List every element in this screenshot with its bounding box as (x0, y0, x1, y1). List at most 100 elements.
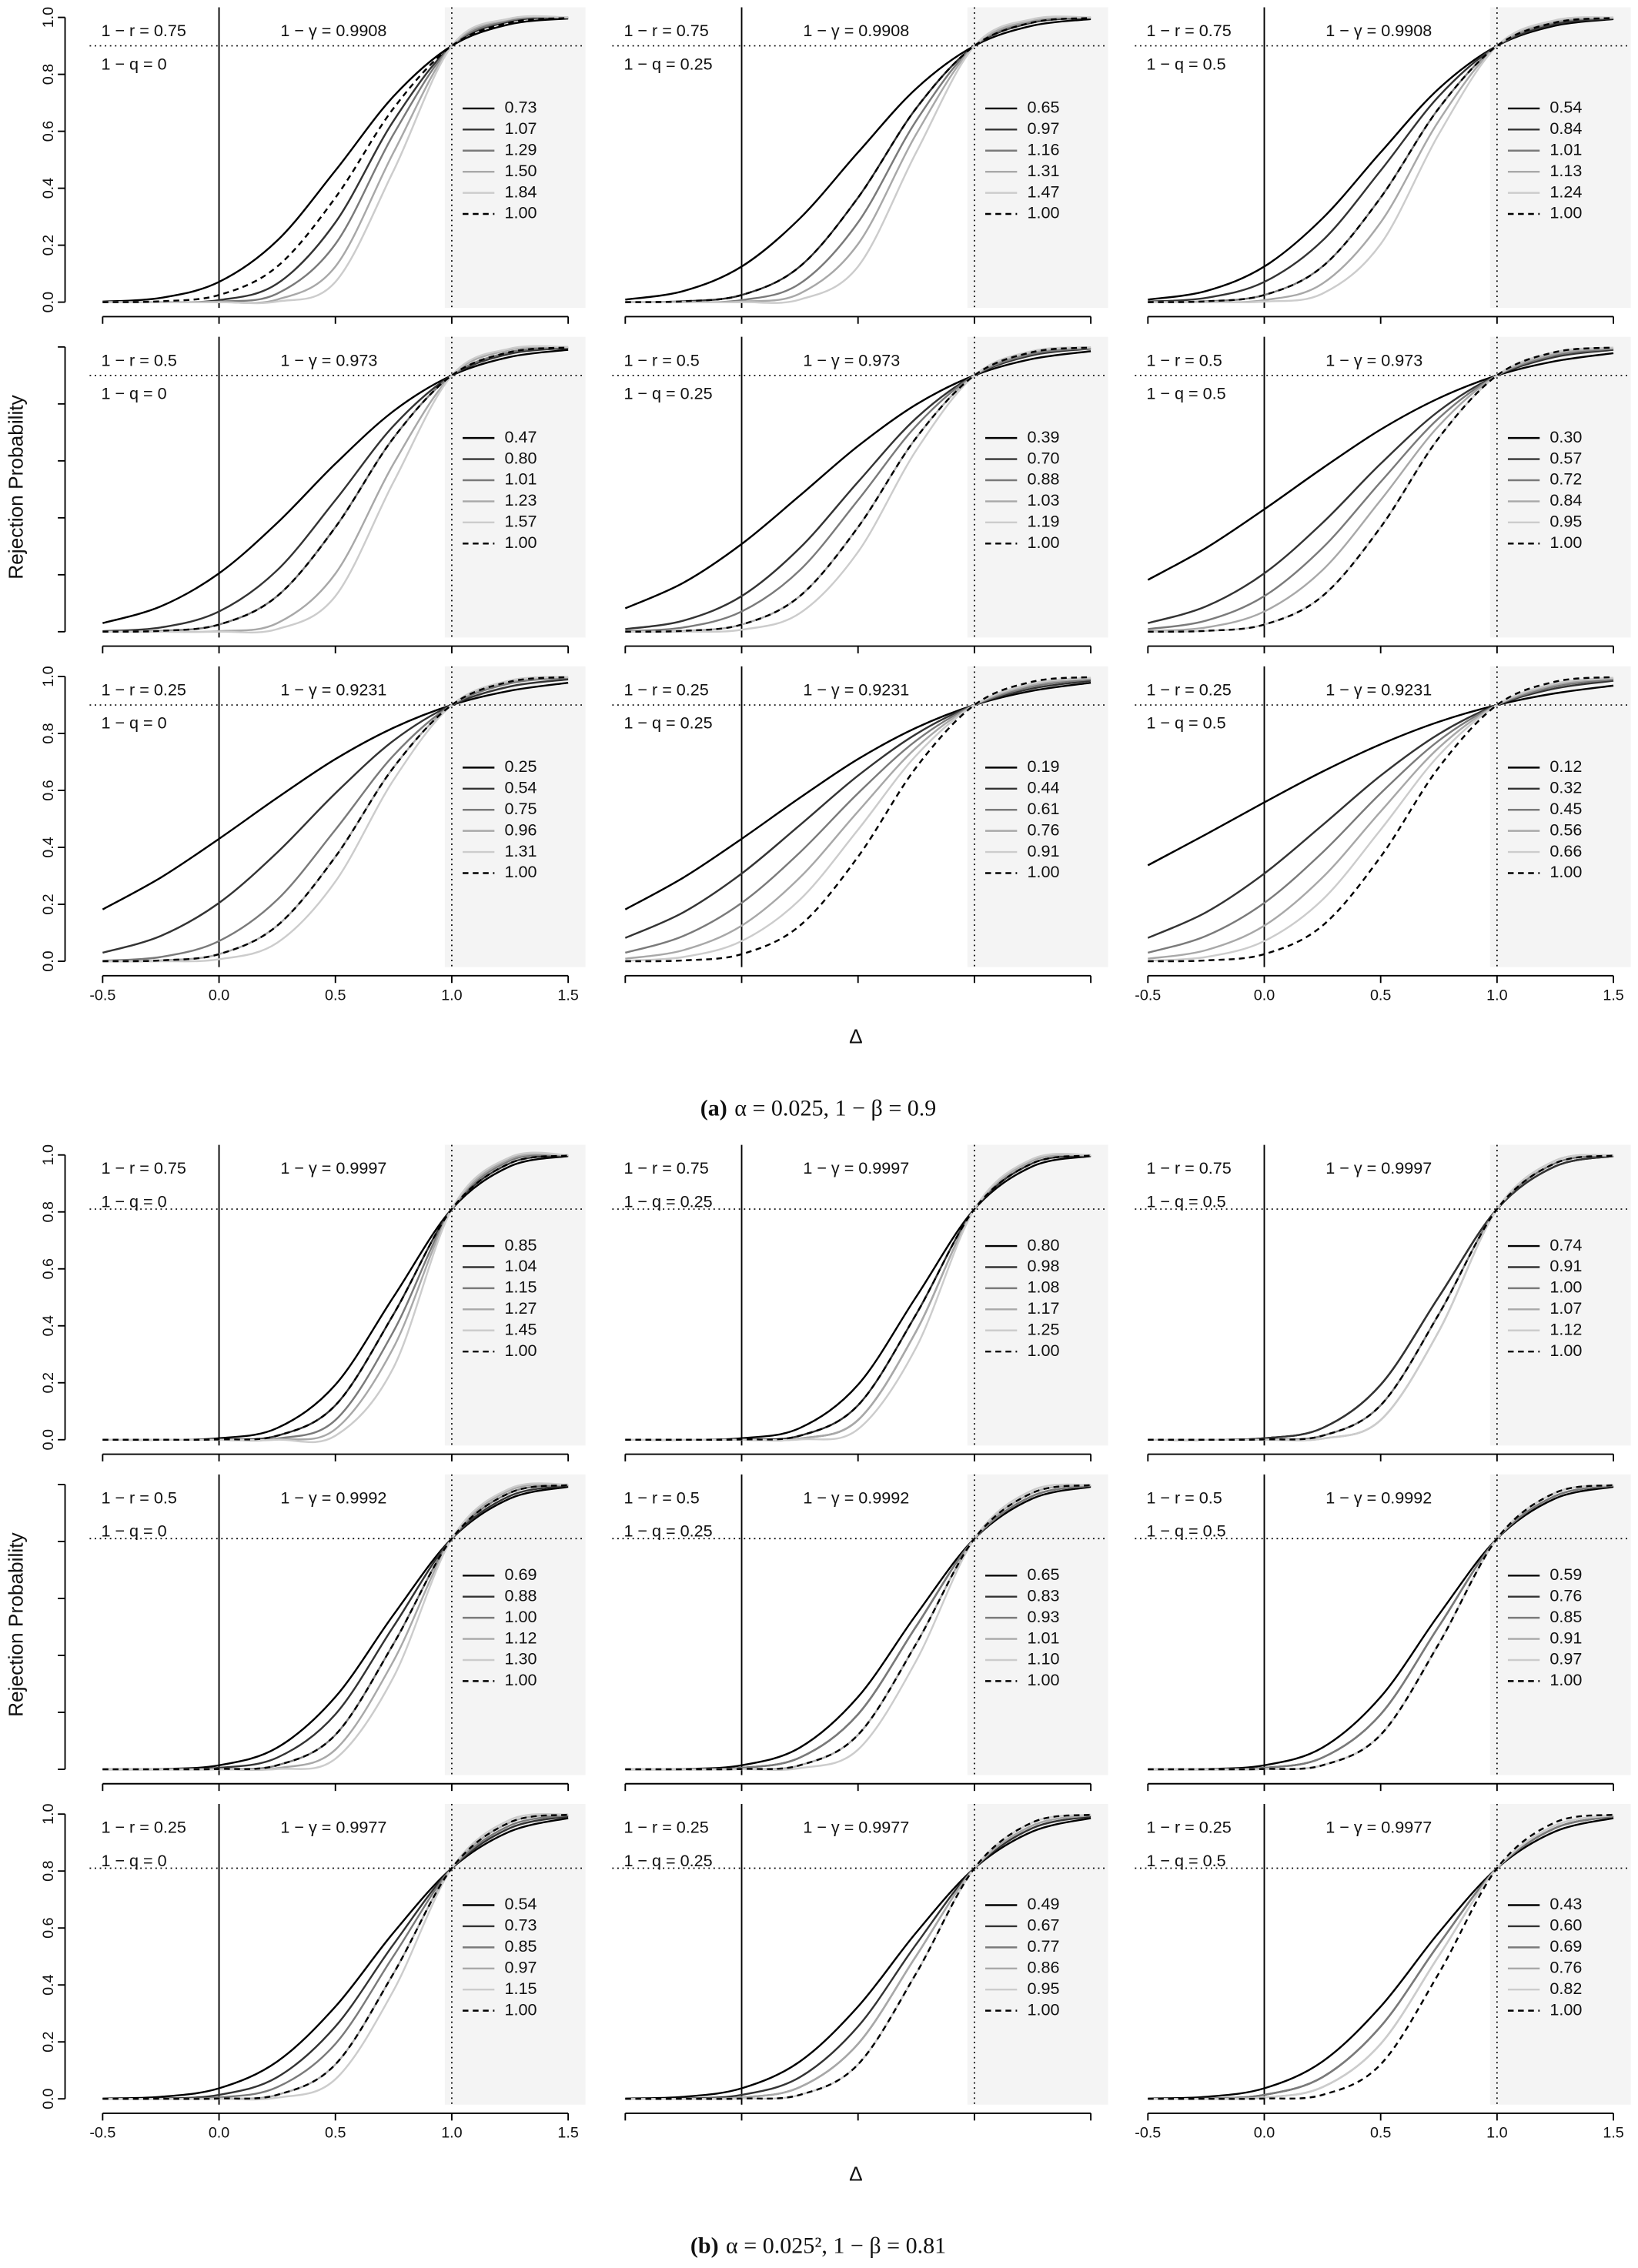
legend-label: 1.12 (504, 1628, 537, 1647)
legend-label: 1.00 (1549, 1999, 1582, 2019)
q-annotation: 1 − q = 0.5 (1146, 1191, 1225, 1211)
gamma-annotation: 1 − γ = 0.9977 (803, 1818, 909, 1837)
q-annotation: 1 − q = 0.5 (1146, 384, 1225, 403)
gamma-annotation: 1 − γ = 0.9908 (1325, 21, 1432, 40)
curve (1147, 352, 1614, 581)
legend-label: 0.54 (1549, 98, 1582, 117)
legend-label: 1.12 (1549, 1319, 1582, 1338)
curve (102, 17, 569, 303)
q-annotation: 1 − q = 0.25 (623, 713, 712, 733)
caption-label: (b) (690, 2233, 719, 2259)
r-annotation: 1 − r = 0.5 (101, 350, 176, 369)
legend-label: 0.67 (1027, 1916, 1059, 1935)
r-annotation: 1 − r = 0.75 (1146, 21, 1231, 40)
curve (102, 1817, 569, 2100)
shaded-region (1489, 336, 1631, 638)
legend-label: 1.00 (1549, 533, 1582, 552)
q-annotation: 1 − q = 0.5 (1146, 1851, 1225, 1870)
legend-label: 1.00 (1549, 1341, 1582, 1360)
curve (1147, 349, 1614, 624)
r-annotation: 1 − r = 0.5 (101, 1488, 176, 1507)
x-tick-label: 0.5 (325, 2124, 346, 2141)
legend-label: 0.76 (1549, 1957, 1582, 1976)
x-tick-label: 1.0 (441, 2124, 462, 2141)
legend-label: 0.30 (1549, 427, 1582, 446)
curve (102, 676, 569, 963)
legend-label: 0.73 (504, 1916, 537, 1935)
curve (625, 347, 1091, 630)
x-tick-label: -0.5 (1135, 987, 1161, 1004)
r-annotation: 1 − r = 0.25 (101, 1818, 186, 1837)
q-annotation: 1 − q = 0 (101, 713, 166, 733)
y-tick-label: 0.4 (40, 1974, 57, 1995)
legend-label: 1.00 (1549, 1278, 1582, 1297)
legend-label: 0.54 (504, 1894, 537, 1913)
curve (625, 347, 1091, 633)
curve (102, 347, 569, 633)
caption: (a) α = 0.025, 1 − β = 0.9 (700, 1094, 937, 1121)
q-annotation: 1 − q = 0.5 (1146, 1521, 1225, 1541)
shaded-region (444, 666, 586, 967)
curve (625, 346, 1091, 633)
legend-label: 0.59 (1549, 1565, 1582, 1584)
y-tick-label: 1.0 (40, 1803, 57, 1824)
y-tick-label: 0.2 (40, 2031, 57, 2052)
y-tick-label: 0.6 (40, 1258, 57, 1279)
legend-label: 1.00 (1549, 203, 1582, 222)
legend-label: 0.93 (1027, 1607, 1059, 1626)
legend-label: 0.74 (1549, 1235, 1582, 1254)
x-tick-label: 1.5 (1603, 987, 1623, 1004)
r-annotation: 1 − r = 0.25 (1146, 1818, 1231, 1837)
legend-label: 0.97 (1027, 119, 1059, 138)
curve (624, 678, 1091, 954)
x-tick-label: -0.5 (1135, 2124, 1161, 2141)
curve (102, 1151, 569, 1444)
legend-label: 1.00 (504, 1607, 537, 1626)
y-tick-label: 0.4 (40, 1315, 57, 1336)
q-annotation: 1 − q = 0 (101, 1851, 166, 1870)
gamma-annotation: 1 − γ = 0.9992 (280, 1488, 386, 1507)
x-tick-label: 1.0 (1486, 2124, 1507, 2141)
curve (625, 1813, 1091, 2100)
curve (102, 1812, 569, 2101)
legend-label: 0.69 (1549, 1936, 1582, 1956)
r-annotation: 1 − r = 0.25 (623, 1818, 708, 1837)
curve (102, 17, 569, 303)
legend-label: 1.50 (504, 161, 537, 180)
curve (1148, 347, 1614, 630)
curve (625, 18, 1091, 301)
legend-label: 1.84 (504, 182, 537, 201)
curve (1148, 17, 1614, 303)
legend-label: 1.19 (1027, 512, 1059, 531)
gamma-annotation: 1 − γ = 0.9977 (280, 1818, 386, 1837)
curve (625, 346, 1091, 633)
x-tick-label: 0.5 (1370, 2124, 1391, 2141)
legend-label: 1.10 (1027, 1649, 1059, 1668)
legend-label: 0.60 (1549, 1916, 1582, 1935)
legend-label: 0.75 (504, 799, 537, 818)
y-tick-label: 0.8 (40, 1201, 57, 1222)
legend-label: 1.00 (1027, 1341, 1059, 1360)
legend-label: 0.97 (1549, 1649, 1582, 1668)
curve (102, 676, 569, 962)
shaded-region (967, 7, 1108, 309)
legend-label: 1.00 (1549, 1670, 1582, 1689)
x-axis-title: Δ (849, 2163, 863, 2186)
curve (624, 680, 1091, 939)
curve (102, 681, 569, 910)
gamma-annotation: 1 − γ = 0.9992 (803, 1488, 909, 1507)
y-tick-label: 0.2 (40, 894, 57, 914)
x-tick-label: -0.5 (89, 2124, 115, 2141)
curve (102, 1154, 569, 1441)
y-tick-label: 0.0 (40, 950, 57, 971)
legend-label: 0.57 (1549, 448, 1582, 467)
legend-label: 0.45 (1549, 799, 1582, 818)
x-tick-label: 1.5 (1603, 2124, 1623, 2141)
y-tick-label: 0.8 (40, 1860, 57, 1881)
r-annotation: 1 − r = 0.75 (623, 1158, 708, 1177)
legend-label: 0.85 (504, 1235, 537, 1254)
legend-label: 0.61 (1027, 799, 1059, 818)
r-annotation: 1 − r = 0.5 (1146, 1488, 1222, 1507)
